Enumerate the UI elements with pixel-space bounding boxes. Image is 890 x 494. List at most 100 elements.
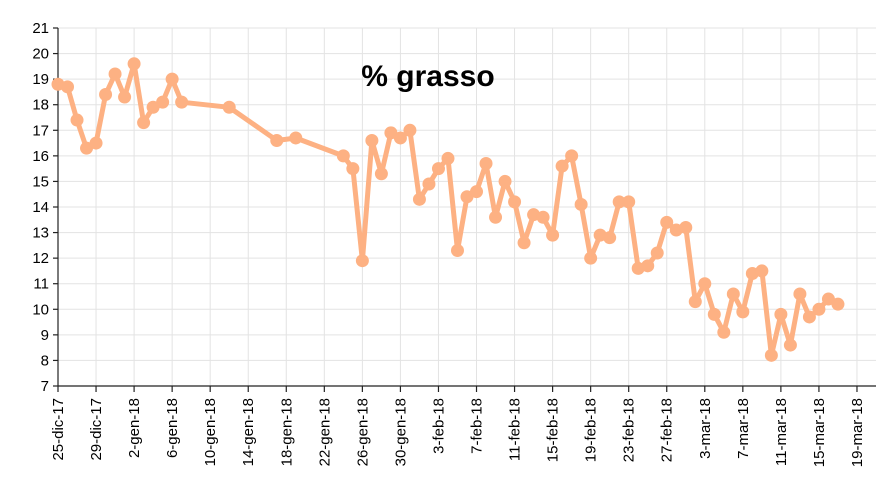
y-tick-label: 19 [32,71,49,88]
x-tick-label: 10-gen-18 [202,398,219,466]
y-tick-label: 7 [41,378,49,395]
data-point [660,215,674,229]
x-tick-label: 22-gen-18 [316,398,333,466]
data-point [679,220,693,234]
x-tick-label: 7-feb-18 [469,398,486,454]
data-point [584,251,598,265]
y-tick-label: 13 [32,225,49,242]
x-tick-label: 3-feb-18 [430,398,447,454]
x-tick-label: 30-gen-18 [392,398,409,466]
data-point [812,302,826,316]
data-point [412,192,426,206]
data-point [156,95,170,109]
data-point [441,151,455,165]
data-point [622,195,636,209]
y-tick-label: 18 [32,97,49,114]
data-point [783,338,797,352]
data-point [127,57,141,71]
x-tick-label: 19-mar-18 [849,398,866,467]
x-tick-label: 7-mar-18 [735,398,752,459]
data-point [80,141,94,155]
data-point [99,87,113,101]
x-tick-label: 15-feb-18 [545,398,562,462]
data-point [688,295,702,309]
data-point [289,131,303,145]
data-point [546,228,560,242]
data-point [355,254,369,268]
data-point [479,157,493,171]
y-tick-label: 8 [41,352,49,369]
data-point [222,100,236,114]
data-point [89,136,103,150]
data-point [802,310,816,324]
data-point [821,292,835,306]
data-point [146,100,160,114]
x-tick-label: 23-feb-18 [621,398,638,462]
data-point [736,305,750,319]
x-tick-label: 3-mar-18 [697,398,714,459]
x-tick-label: 25-dic-17 [50,398,67,461]
y-tick-label: 11 [33,276,49,293]
data-point [450,243,464,257]
data-point [831,297,845,311]
data-point [717,325,731,339]
y-tick-label: 16 [32,148,49,165]
data-point [270,134,284,148]
data-point [508,195,522,209]
data-point [612,195,626,209]
data-point [603,231,617,245]
data-point [498,174,512,188]
x-tick-label: 2-gen-18 [126,398,143,458]
data-point [431,162,445,176]
y-tick-label: 15 [32,173,49,190]
series-line [55,61,841,358]
data-point [460,190,474,204]
x-tick-label: 15-mar-18 [811,398,828,467]
x-tick-label: 6-gen-18 [164,398,181,458]
data-point [336,149,350,163]
data-point [574,197,588,211]
data-point [726,287,740,301]
data-point [774,307,788,321]
data-point [755,264,769,278]
data-point [118,90,132,104]
data-point [536,210,550,224]
x-tick-label: 19-feb-18 [583,398,600,462]
data-point [403,123,417,137]
y-tick-label: 10 [32,301,49,318]
series-layer [51,57,845,362]
data-point [489,210,503,224]
y-tick-label: 17 [32,122,49,139]
data-point [393,131,407,145]
data-point [650,246,664,260]
y-tick-label: 21 [32,20,49,37]
y-tick-label: 12 [32,250,49,267]
x-tick-label: 26-gen-18 [354,398,371,466]
data-point [346,162,360,176]
data-point [374,167,388,181]
data-point [61,80,75,94]
data-point [517,236,531,250]
data-point [555,159,569,173]
data-point [108,67,122,81]
data-point [641,259,655,273]
data-point [793,287,807,301]
data-point [698,277,712,291]
data-point [365,134,379,148]
axis-layer: 7 8 9 10 11 12 13 14 15 16 17 18 19 20 21 25-dic-17 29-d… [32,20,876,467]
data-point [165,72,179,86]
x-tick-label: 11-mar-18 [773,398,790,466]
y-tick-label: 20 [32,46,49,63]
data-point [137,116,151,130]
data-point [764,348,778,362]
x-tick-label: 11-feb-18 [507,398,524,461]
x-tick-label: 18-gen-18 [278,398,295,466]
data-point [175,95,189,109]
data-point [470,185,484,199]
data-point [422,177,436,191]
data-point [707,307,721,321]
x-tick-label: 14-gen-18 [240,398,257,466]
data-point [384,126,398,140]
